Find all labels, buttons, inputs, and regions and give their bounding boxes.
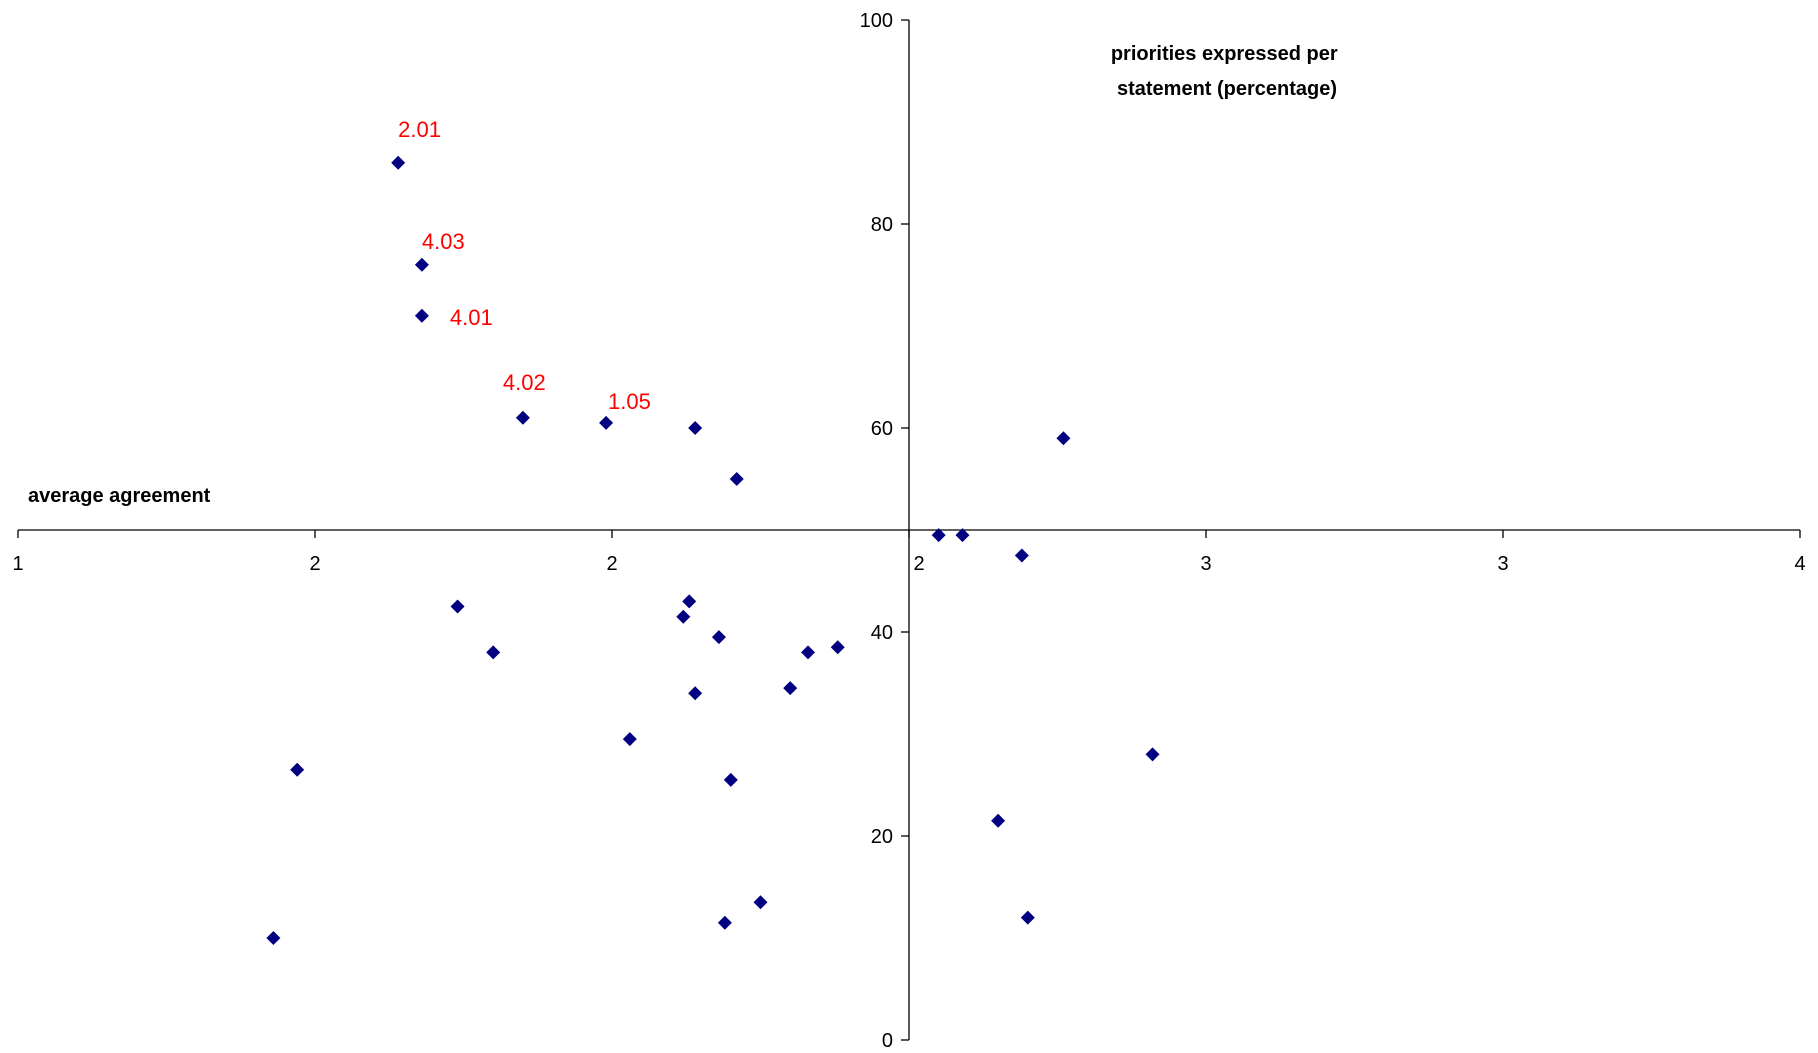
x-tick-label: 2	[606, 553, 617, 575]
data-point	[688, 686, 703, 701]
data-point	[391, 155, 406, 170]
data-point	[486, 645, 501, 660]
x-tick-label: 2	[913, 553, 924, 575]
y-axis-title-line-1: priorities expressed per	[1111, 43, 1338, 65]
data-point	[830, 640, 845, 655]
data-point	[414, 308, 429, 323]
data-point	[783, 681, 798, 696]
data-point	[1014, 548, 1029, 563]
x-tick-label: 4	[1794, 553, 1805, 575]
data-point	[1020, 910, 1035, 925]
point-annotation-label: 4.01	[450, 305, 493, 330]
data-point	[599, 415, 614, 430]
data-point	[676, 609, 691, 624]
data-point	[622, 732, 637, 747]
data-point	[1145, 747, 1160, 762]
x-tick-label: 3	[1200, 553, 1211, 575]
x-tick-label: 2	[309, 553, 320, 575]
x-tick-label: 1	[12, 553, 23, 575]
data-point	[1056, 431, 1071, 446]
y-tick-label: 40	[871, 622, 893, 644]
data-point	[711, 630, 726, 645]
x-tick-label: 3	[1497, 553, 1508, 575]
data-point	[991, 813, 1006, 828]
point-annotation-label: 4.03	[422, 229, 465, 254]
data-point	[682, 594, 697, 609]
data-point	[801, 645, 816, 660]
data-point	[753, 895, 768, 910]
point-annotation-label: 4.02	[503, 370, 546, 395]
data-point	[688, 421, 703, 435]
x-axis-ticks: 1 2 2 2 3 3 4	[12, 530, 1806, 575]
data-points	[266, 155, 1160, 945]
point-annotation-label: 2.01	[398, 117, 441, 142]
point-annotations: 2.01 4.03 4.01 4.02 1.05	[398, 117, 651, 414]
y-tick-label: 20	[871, 826, 893, 848]
y-tick-label: 100	[860, 10, 893, 32]
y-tick-label: 60	[871, 418, 893, 440]
data-point	[414, 257, 429, 272]
data-point	[450, 599, 465, 614]
y-axis-ticks: 0 20 40 60 80 100	[860, 10, 909, 1052]
data-point	[515, 410, 530, 425]
data-point	[290, 762, 305, 777]
y-tick-label: 0	[882, 1030, 893, 1052]
data-point	[266, 931, 281, 945]
y-axis-title: priorities expressed per statement (perc…	[1111, 43, 1343, 100]
point-annotation-label: 1.05	[608, 389, 651, 414]
data-point	[931, 528, 946, 543]
y-axis-title-line-2: statement (percentage)	[1117, 78, 1337, 100]
data-point	[955, 528, 970, 543]
x-axis-title: average agreement	[28, 485, 211, 507]
data-point	[729, 472, 744, 486]
data-point	[723, 772, 738, 787]
data-point	[717, 915, 732, 930]
y-tick-label: 80	[871, 214, 893, 236]
